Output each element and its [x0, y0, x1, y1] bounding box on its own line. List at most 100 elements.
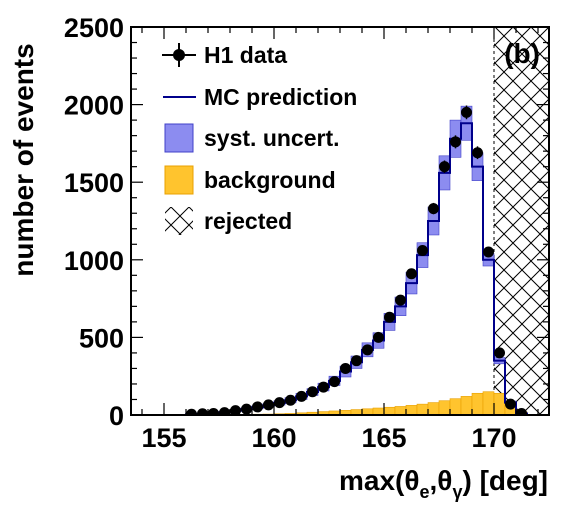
- data-point: [439, 160, 450, 173]
- data-point: [219, 407, 230, 415]
- legend-entry-rejected: rejected: [165, 207, 292, 235]
- y-tick-label: 2500: [64, 13, 124, 43]
- background-bin: [427, 402, 440, 415]
- data-point: [505, 398, 516, 410]
- background-bin: [471, 392, 484, 415]
- data-point: [263, 399, 274, 411]
- y-tick-label: 0: [109, 401, 124, 431]
- data-point: [197, 408, 208, 415]
- panel-label: (b): [504, 38, 540, 69]
- background-histogram: [185, 391, 528, 415]
- mc-prediction-line: [131, 122, 549, 415]
- x-tick-label: 170: [471, 423, 516, 453]
- data-marker: [230, 405, 241, 415]
- data-point: [494, 347, 505, 359]
- data-point: [285, 394, 296, 406]
- data-marker: [505, 398, 516, 410]
- background-bin: [405, 405, 418, 415]
- data-marker: [395, 294, 406, 306]
- axis-ticks: [131, 26, 549, 416]
- y-tick-labels: 0 500 1000 1500 2000 2500: [64, 13, 124, 431]
- background-bin: [449, 398, 462, 415]
- plot-area: [131, 27, 549, 415]
- data-marker: [274, 397, 285, 409]
- x-tick-label: 155: [141, 423, 186, 453]
- data-marker: [285, 394, 296, 406]
- data-point: [472, 146, 483, 160]
- svg-text:syst. uncert.: syst. uncert.: [204, 125, 340, 151]
- data-point: [417, 244, 428, 256]
- data-point: [373, 331, 384, 343]
- data-marker: [472, 147, 483, 159]
- legend-entry-data: H1 data: [162, 42, 287, 68]
- background-bin: [394, 406, 407, 415]
- data-marker: [406, 268, 417, 280]
- y-axis-title: number of events: [8, 43, 39, 276]
- data-marker: [494, 347, 505, 359]
- data-marker: [483, 246, 494, 258]
- data-point: [428, 202, 439, 215]
- svg-text:rejected: rejected: [204, 208, 292, 234]
- data-point: [362, 344, 373, 356]
- svg-text:background: background: [204, 167, 336, 193]
- data-marker: [516, 407, 527, 415]
- data-marker: [252, 401, 263, 413]
- background-bin: [460, 396, 473, 415]
- svg-text:H1 data: H1 data: [204, 42, 287, 68]
- data-point: [340, 362, 351, 374]
- data-marker: [384, 311, 395, 323]
- background-bin: [372, 407, 385, 415]
- data-marker: [450, 136, 461, 148]
- background-bin: [383, 406, 396, 415]
- data-marker: [208, 407, 219, 415]
- data-marker: [318, 381, 329, 393]
- data-point: [461, 105, 472, 120]
- data-marker: [197, 408, 208, 415]
- data-point: [208, 407, 219, 415]
- y-tick-label: 1000: [64, 246, 124, 276]
- data-marker: [351, 355, 362, 367]
- data-marker: [439, 161, 450, 173]
- background-bin: [482, 391, 495, 415]
- mc-prediction-step: [131, 122, 549, 415]
- data-marker: [340, 362, 351, 374]
- data-points: [186, 105, 527, 415]
- legend-entry-mc: MC prediction: [163, 84, 357, 110]
- y-tick-label: 1500: [64, 168, 124, 198]
- legend-entry-background: background: [164, 165, 336, 195]
- data-point: [186, 408, 197, 415]
- data-point: [252, 401, 263, 413]
- data-point: [483, 246, 494, 258]
- background-bin: [416, 403, 429, 415]
- data-point: [406, 268, 417, 280]
- legend-entry-syst: syst. uncert.: [164, 123, 340, 153]
- data-point: [274, 397, 285, 409]
- data-marker: [362, 344, 373, 356]
- background-bin: [493, 392, 506, 415]
- data-marker: [241, 403, 252, 415]
- x-tick-label: 160: [251, 423, 296, 453]
- data-point: [351, 355, 362, 367]
- data-marker: [307, 386, 318, 398]
- y-tick-label: 500: [79, 323, 124, 353]
- data-marker: [373, 331, 384, 343]
- data-point: [307, 386, 318, 398]
- data-point: [450, 135, 461, 149]
- background-bin: [438, 400, 451, 415]
- x-tick-label: 165: [361, 423, 406, 453]
- data-marker: [329, 376, 340, 388]
- data-point: [329, 376, 340, 388]
- data-marker: [263, 399, 274, 411]
- data-marker: [186, 408, 197, 415]
- data-point: [296, 390, 307, 402]
- data-point: [230, 405, 241, 415]
- data-point: [384, 311, 395, 323]
- data-marker: [461, 106, 472, 118]
- data-point: [395, 294, 406, 306]
- x-axis-title: max(θe,θγ) [deg]: [339, 465, 548, 502]
- y-tick-label: 2000: [64, 91, 124, 121]
- data-point: [516, 407, 527, 415]
- data-marker: [219, 407, 230, 415]
- x-tick-labels: 155 160 165 170: [141, 423, 516, 453]
